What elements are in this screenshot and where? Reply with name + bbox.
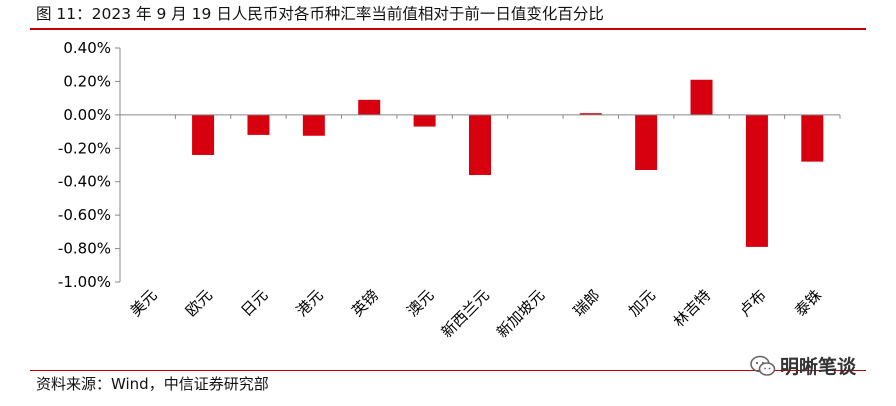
bar-chart: 0.40% 0.20% 0.00% -0.20% -0.40% -0.60% -0.80% -… bbox=[58, 39, 841, 341]
category-label: 美元 bbox=[127, 286, 161, 320]
y-tick-label: 0.20% bbox=[63, 72, 111, 90]
category-label: 港元 bbox=[293, 286, 327, 320]
category-label: 澳元 bbox=[403, 286, 437, 320]
bar bbox=[690, 79, 713, 115]
x-axis bbox=[119, 114, 841, 119]
bar bbox=[469, 114, 491, 176]
bar bbox=[635, 114, 658, 171]
bottom-rule bbox=[30, 370, 866, 371]
bar bbox=[413, 114, 436, 127]
bars bbox=[192, 79, 824, 247]
bar bbox=[745, 114, 768, 247]
y-tick-label: 0.00% bbox=[63, 106, 111, 124]
bar bbox=[247, 114, 270, 135]
watermark-text: 明晰笔谈 bbox=[780, 356, 857, 378]
category-label: 林吉特 bbox=[670, 286, 715, 331]
y-tick-label: -0.80% bbox=[58, 240, 111, 258]
category-label: 新加坡元 bbox=[493, 286, 548, 341]
figure-title: 图 11：2023 年 9 月 19 日人民币对各币种汇率当前值相对于前一日值变… bbox=[36, 5, 604, 23]
top-rule bbox=[30, 28, 866, 30]
y-tick-label: -0.40% bbox=[58, 173, 111, 191]
y-axis: 0.40% 0.20% 0.00% -0.20% -0.40% -0.60% -0.80% -… bbox=[58, 39, 121, 291]
category-labels: 美元 欧元 日元 港元 英镑 澳元 新西兰元 新加坡元 瑞郎 加元 林吉特 卢布 泰铢 bbox=[127, 286, 826, 341]
category-label: 新西兰元 bbox=[438, 286, 493, 341]
y-tick-label: 0.40% bbox=[63, 39, 111, 57]
bar bbox=[358, 99, 381, 115]
category-label: 日元 bbox=[237, 286, 271, 320]
bar bbox=[801, 114, 824, 162]
category-label: 泰铢 bbox=[791, 286, 825, 320]
bar bbox=[192, 114, 215, 155]
y-tick-label: -0.60% bbox=[58, 206, 111, 224]
bar bbox=[302, 114, 325, 136]
wechat-icon bbox=[750, 355, 776, 376]
y-tick-label: -0.20% bbox=[58, 139, 111, 157]
category-label: 瑞郎 bbox=[570, 286, 604, 320]
category-label: 欧元 bbox=[182, 286, 216, 320]
category-label: 英镑 bbox=[348, 286, 382, 320]
category-label: 加元 bbox=[625, 286, 659, 320]
bar bbox=[579, 113, 602, 115]
watermark: 明晰笔谈 bbox=[750, 352, 856, 379]
source-note: 资料来源：Wind，中信证券研究部 bbox=[36, 375, 269, 393]
category-label: 卢布 bbox=[736, 286, 770, 320]
y-tick-label: -1.00% bbox=[58, 273, 111, 291]
